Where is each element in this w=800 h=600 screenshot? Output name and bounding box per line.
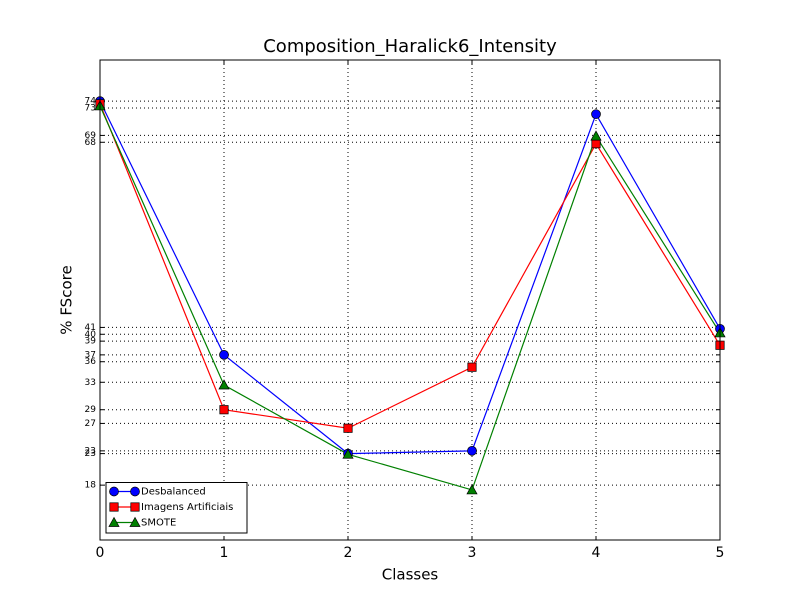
y-tick-label: 33 bbox=[85, 378, 96, 388]
x-tick-label: 4 bbox=[592, 545, 601, 561]
y-tick-label: 36 bbox=[85, 357, 97, 367]
x-tick-label: 3 bbox=[468, 545, 477, 561]
x-tick-label: 5 bbox=[716, 545, 725, 561]
y-axis-label: % FScore bbox=[58, 265, 76, 334]
y-tick-label: 23 bbox=[85, 449, 96, 459]
x-axis-label: Classes bbox=[382, 566, 439, 584]
chart-title: Composition_Haralick6_Intensity bbox=[263, 36, 557, 57]
series-line bbox=[99, 100, 721, 455]
legend-label: SMOTE bbox=[141, 518, 176, 529]
point bbox=[590, 130, 602, 141]
series-line bbox=[99, 105, 721, 491]
legend-label: Imagens Artificiais bbox=[141, 502, 233, 513]
y-tick-label: 73 bbox=[85, 104, 96, 114]
y-tick-label: 23 bbox=[85, 446, 96, 456]
point bbox=[467, 362, 477, 372]
legend-label: Desbalanced bbox=[141, 487, 206, 498]
y-tick-label: 27 bbox=[85, 419, 96, 429]
point bbox=[343, 423, 353, 433]
y-tick-label: 68 bbox=[85, 138, 97, 148]
point bbox=[466, 484, 478, 495]
point bbox=[342, 448, 354, 459]
point bbox=[109, 502, 119, 512]
series-line bbox=[99, 103, 721, 429]
point bbox=[130, 486, 140, 497]
point bbox=[219, 405, 229, 415]
y-tick-label: 41 bbox=[85, 323, 96, 333]
y-tick-label: 29 bbox=[85, 405, 97, 415]
point bbox=[219, 350, 229, 360]
y-tick-label: 39 bbox=[85, 337, 97, 347]
point bbox=[591, 139, 601, 149]
x-tick-label: 2 bbox=[344, 545, 353, 561]
y-tick-label: 69 bbox=[85, 131, 97, 141]
point bbox=[109, 486, 119, 497]
y-tick-label: 18 bbox=[85, 481, 97, 491]
point bbox=[467, 446, 477, 456]
point bbox=[108, 516, 120, 527]
point bbox=[591, 109, 601, 120]
point bbox=[129, 516, 141, 527]
y-tick-label: 40 bbox=[85, 330, 97, 340]
plot-frame bbox=[99, 59, 721, 541]
x-tick-label: 0 bbox=[96, 545, 105, 561]
y-tick-label: 37 bbox=[85, 350, 96, 360]
x-tick-label: 1 bbox=[220, 545, 229, 561]
y-tick-label: 74 bbox=[85, 97, 97, 107]
point bbox=[130, 502, 140, 512]
legend: Desbalanced Imagens Artificiais SMOTE bbox=[105, 482, 248, 534]
point bbox=[218, 379, 230, 390]
